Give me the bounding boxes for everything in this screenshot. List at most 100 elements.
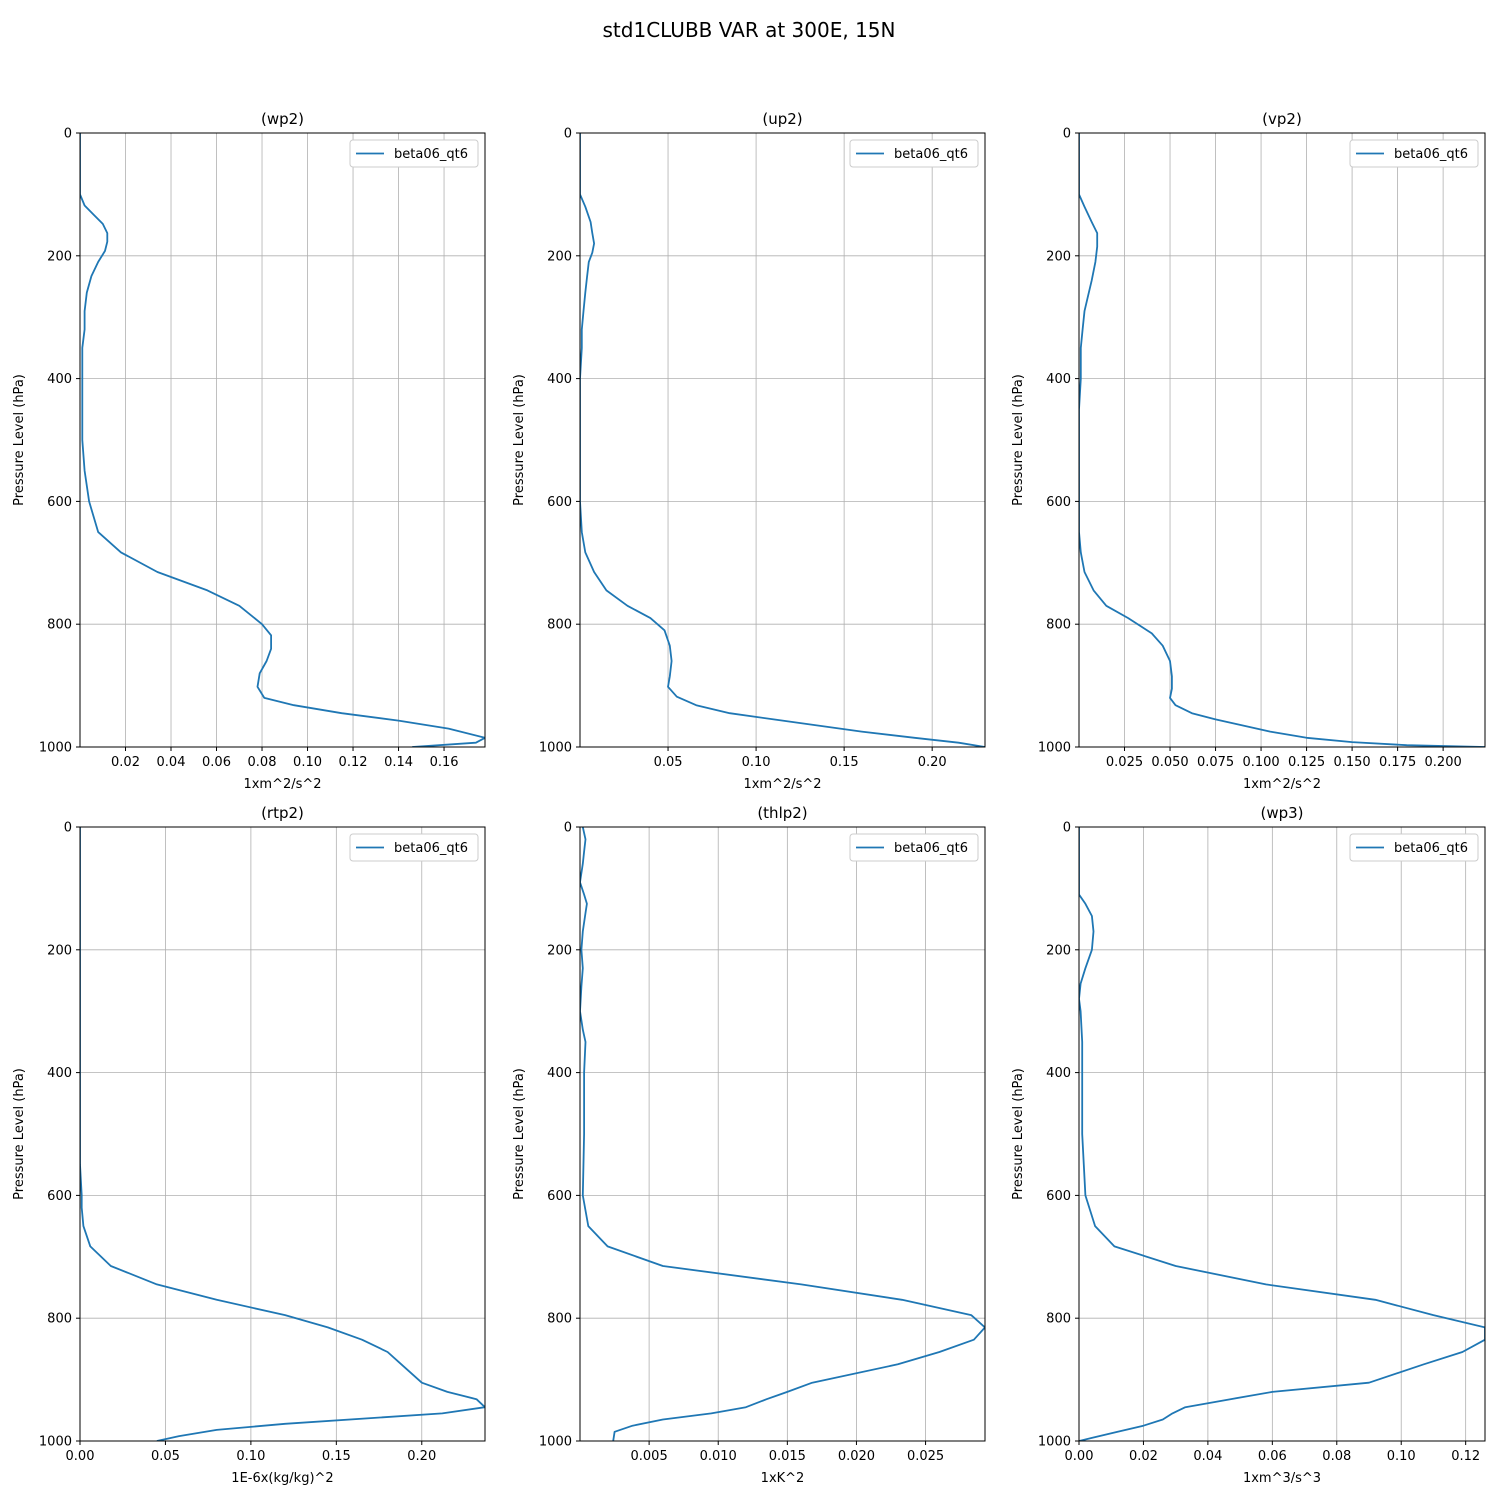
- legend-box: [1349, 833, 1479, 862]
- y-tick-label: 200: [1046, 249, 1071, 264]
- y-tick-label: 0: [1063, 127, 1071, 142]
- x-tick-label: 0.00: [66, 1449, 95, 1464]
- panel-title: (wp2): [261, 110, 304, 128]
- x-tick-label: 0.12: [1451, 1449, 1480, 1464]
- y-tick-label: 0: [564, 127, 572, 142]
- x-tick-label: 0.04: [157, 755, 186, 770]
- x-tick-label: 0.025: [907, 1449, 944, 1464]
- x-axis-label: 1xm^2/s^2: [1243, 777, 1321, 792]
- x-tick-label: 0.10: [293, 755, 322, 770]
- y-tick-label: 0: [564, 821, 572, 836]
- panel-title: (wp3): [1260, 804, 1303, 822]
- x-axis-label: 1xK^2: [761, 1471, 805, 1486]
- y-tick-label: 1000: [39, 741, 72, 756]
- series-line-1: [80, 133, 485, 747]
- x-tick-label: 0.08: [1322, 1449, 1351, 1464]
- x-tick-label: 0.00: [1065, 1449, 1094, 1464]
- x-tick-label: 0.15: [322, 1449, 351, 1464]
- legend-label: beta06_qt6: [894, 841, 968, 856]
- x-tick-label: 0.06: [1258, 1449, 1287, 1464]
- y-tick-label: 400: [547, 372, 572, 387]
- x-tick-label: 0.14: [384, 755, 413, 770]
- x-tick-label: 0.150: [1333, 755, 1370, 770]
- y-axis-label: Pressure Level (hPa): [512, 1068, 527, 1200]
- x-tick-label: 0.15: [830, 755, 859, 770]
- y-tick-label: 400: [1046, 1066, 1071, 1081]
- x-tick-label: 0.05: [151, 1449, 180, 1464]
- y-tick-label: 200: [1046, 943, 1071, 958]
- y-tick-label: 0: [1063, 821, 1071, 836]
- y-tick-label: 1000: [39, 1435, 72, 1450]
- legend-box: [349, 833, 479, 862]
- y-tick-label: 1000: [539, 1435, 572, 1450]
- x-tick-label: 0.16: [430, 755, 459, 770]
- panel-5: 0.005 0.010 0.015 0.020 0.025 0 200 400 600 800 10…: [512, 804, 986, 1486]
- y-axis-label: Pressure Level (hPa): [512, 374, 527, 506]
- legend-label: beta06_qt6: [894, 147, 968, 162]
- x-tick-label: 0.075: [1197, 755, 1234, 770]
- x-tick-label: 0.20: [407, 1449, 436, 1464]
- y-tick-label: 400: [47, 1066, 72, 1081]
- x-tick-label: 0.12: [339, 755, 368, 770]
- y-tick-label: 800: [1046, 1312, 1071, 1327]
- y-tick-label: 800: [547, 618, 572, 633]
- y-tick-label: 200: [47, 249, 72, 264]
- y-axis-label: Pressure Level (hPa): [12, 1068, 27, 1200]
- panel-title: (rtp2): [261, 804, 304, 822]
- legend: beta06_qt6: [1349, 833, 1479, 862]
- axes-frame: [79, 132, 486, 748]
- y-axis-label: Pressure Level (hPa): [12, 374, 27, 506]
- x-tick-label: 0.10: [236, 1449, 265, 1464]
- x-axis-label: 1xm^3/s^3: [1243, 1471, 1321, 1486]
- legend: beta06_qt6: [349, 139, 479, 168]
- y-tick-label: 1000: [1038, 1435, 1071, 1450]
- y-tick-label: 400: [547, 1066, 572, 1081]
- y-tick-label: 600: [547, 1189, 572, 1204]
- x-tick-label: 0.010: [700, 1449, 737, 1464]
- legend-box: [849, 139, 979, 168]
- y-tick-label: 0: [64, 821, 72, 836]
- x-tick-label: 0.050: [1151, 755, 1188, 770]
- y-tick-label: 800: [547, 1312, 572, 1327]
- x-tick-label: 0.10: [742, 755, 771, 770]
- y-tick-label: 800: [47, 618, 72, 633]
- x-axis-label: 1xm^2/s^2: [743, 777, 821, 792]
- y-tick-label: 0: [64, 127, 72, 142]
- series-line-2: [580, 133, 985, 747]
- series-line-3: [1079, 133, 1485, 747]
- legend-box: [1349, 139, 1479, 168]
- y-axis-label: Pressure Level (hPa): [1011, 1068, 1026, 1200]
- x-tick-label: 0.02: [111, 755, 140, 770]
- legend-label: beta06_qt6: [1394, 147, 1468, 162]
- panel-1: 0.02 0.04 0.06 0.08 0.10 0.12 0.14 0.16 0 200 400 6…: [12, 110, 486, 792]
- y-tick-label: 1000: [1038, 741, 1071, 756]
- legend-box: [349, 139, 479, 168]
- series-line-6: [1079, 827, 1485, 1441]
- y-tick-label: 600: [1046, 1189, 1071, 1204]
- x-tick-label: 0.06: [202, 755, 231, 770]
- y-tick-label: 200: [547, 943, 572, 958]
- x-tick-label: 0.020: [838, 1449, 875, 1464]
- legend-label: beta06_qt6: [1394, 841, 1468, 856]
- legend-label: beta06_qt6: [394, 147, 468, 162]
- figure-suptitle: std1CLUBB VAR at 300E, 15N: [603, 18, 896, 42]
- y-tick-label: 600: [47, 495, 72, 510]
- panel-title: (thlp2): [757, 804, 807, 822]
- series-line-5: [580, 827, 985, 1441]
- x-tick-label: 0.05: [654, 755, 683, 770]
- x-tick-label: 0.005: [631, 1449, 668, 1464]
- axes-frame: [79, 826, 486, 1442]
- series-line-4: [80, 827, 485, 1441]
- axes-frame: [1078, 132, 1486, 748]
- panel-2: 0.05 0.10 0.15 0.20 0 200 400 600 800 1000 (up2) 1x…: [512, 110, 986, 792]
- x-tick-label: 0.08: [248, 755, 277, 770]
- y-tick-label: 600: [47, 1189, 72, 1204]
- y-tick-label: 600: [547, 495, 572, 510]
- x-tick-label: 0.20: [918, 755, 947, 770]
- axes-frame: [1078, 826, 1486, 1442]
- y-tick-label: 600: [1046, 495, 1071, 510]
- y-tick-label: 200: [47, 943, 72, 958]
- legend-label: beta06_qt6: [394, 841, 468, 856]
